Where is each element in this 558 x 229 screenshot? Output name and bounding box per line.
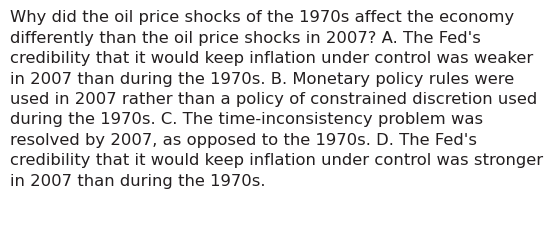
Text: Why did the oil price shocks of the 1970s affect the economy
differently than th: Why did the oil price shocks of the 1970… (10, 10, 543, 188)
